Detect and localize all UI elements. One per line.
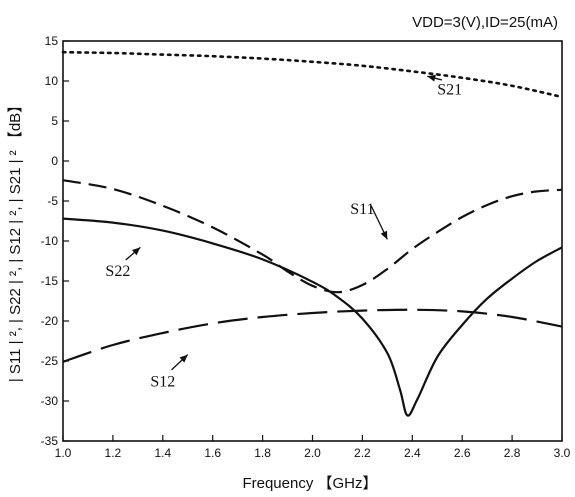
y-tick-label: -10 bbox=[41, 234, 59, 248]
y-tick-label: 0 bbox=[51, 154, 58, 168]
x-tick-label: 2.6 bbox=[454, 446, 471, 460]
condition-label: VDD=3(V),ID=25(mA) bbox=[412, 14, 558, 31]
x-tick-label: 1.4 bbox=[154, 446, 171, 460]
x-axis-title: Frequency 【GHz】 bbox=[242, 475, 377, 492]
series-line-s12 bbox=[62, 308, 563, 363]
x-tick-label: 1.0 bbox=[55, 446, 72, 460]
y-tick-label: -5 bbox=[47, 194, 58, 208]
annotation-s11: S11 bbox=[350, 201, 374, 218]
y-tick-label: 15 bbox=[45, 34, 59, 48]
x-tick-label: 1.8 bbox=[254, 446, 271, 460]
annotation-s12: S12 bbox=[150, 374, 175, 391]
annotation-arrowhead bbox=[380, 230, 388, 240]
annotation-s21: S21 bbox=[437, 82, 462, 99]
x-tick-label: 1.2 bbox=[105, 446, 122, 460]
y-tick-label: -30 bbox=[41, 394, 59, 408]
x-tick-label: 1.6 bbox=[204, 446, 221, 460]
y-tick-label: -20 bbox=[41, 314, 59, 328]
y-tick-label: -35 bbox=[41, 434, 59, 448]
plot-frame bbox=[62, 40, 563, 442]
y-tick-label: -15 bbox=[41, 274, 59, 288]
annotation-arrowhead bbox=[132, 247, 141, 256]
series-line-s11 bbox=[62, 179, 563, 294]
x-tick-label: 2.4 bbox=[404, 446, 421, 460]
y-tick-label: 5 bbox=[51, 114, 58, 128]
y-tick-label: -25 bbox=[41, 354, 59, 368]
x-tick-label: 2.8 bbox=[504, 446, 521, 460]
x-tick-label: 3.0 bbox=[554, 446, 571, 460]
series-line-s21 bbox=[61, 50, 564, 99]
y-axis-title: | S11 | ², | S22 | ², | S12 | ², | S21 |… bbox=[7, 98, 24, 382]
x-tick-label: 2.2 bbox=[354, 446, 371, 460]
annotation-arrowhead bbox=[179, 354, 188, 363]
annotation-arrowhead bbox=[427, 74, 436, 82]
y-tick-label: 10 bbox=[45, 74, 59, 88]
series-line-s22 bbox=[62, 217, 563, 417]
annotation-s22: S22 bbox=[105, 263, 130, 280]
x-tick-label: 2.0 bbox=[304, 446, 321, 460]
